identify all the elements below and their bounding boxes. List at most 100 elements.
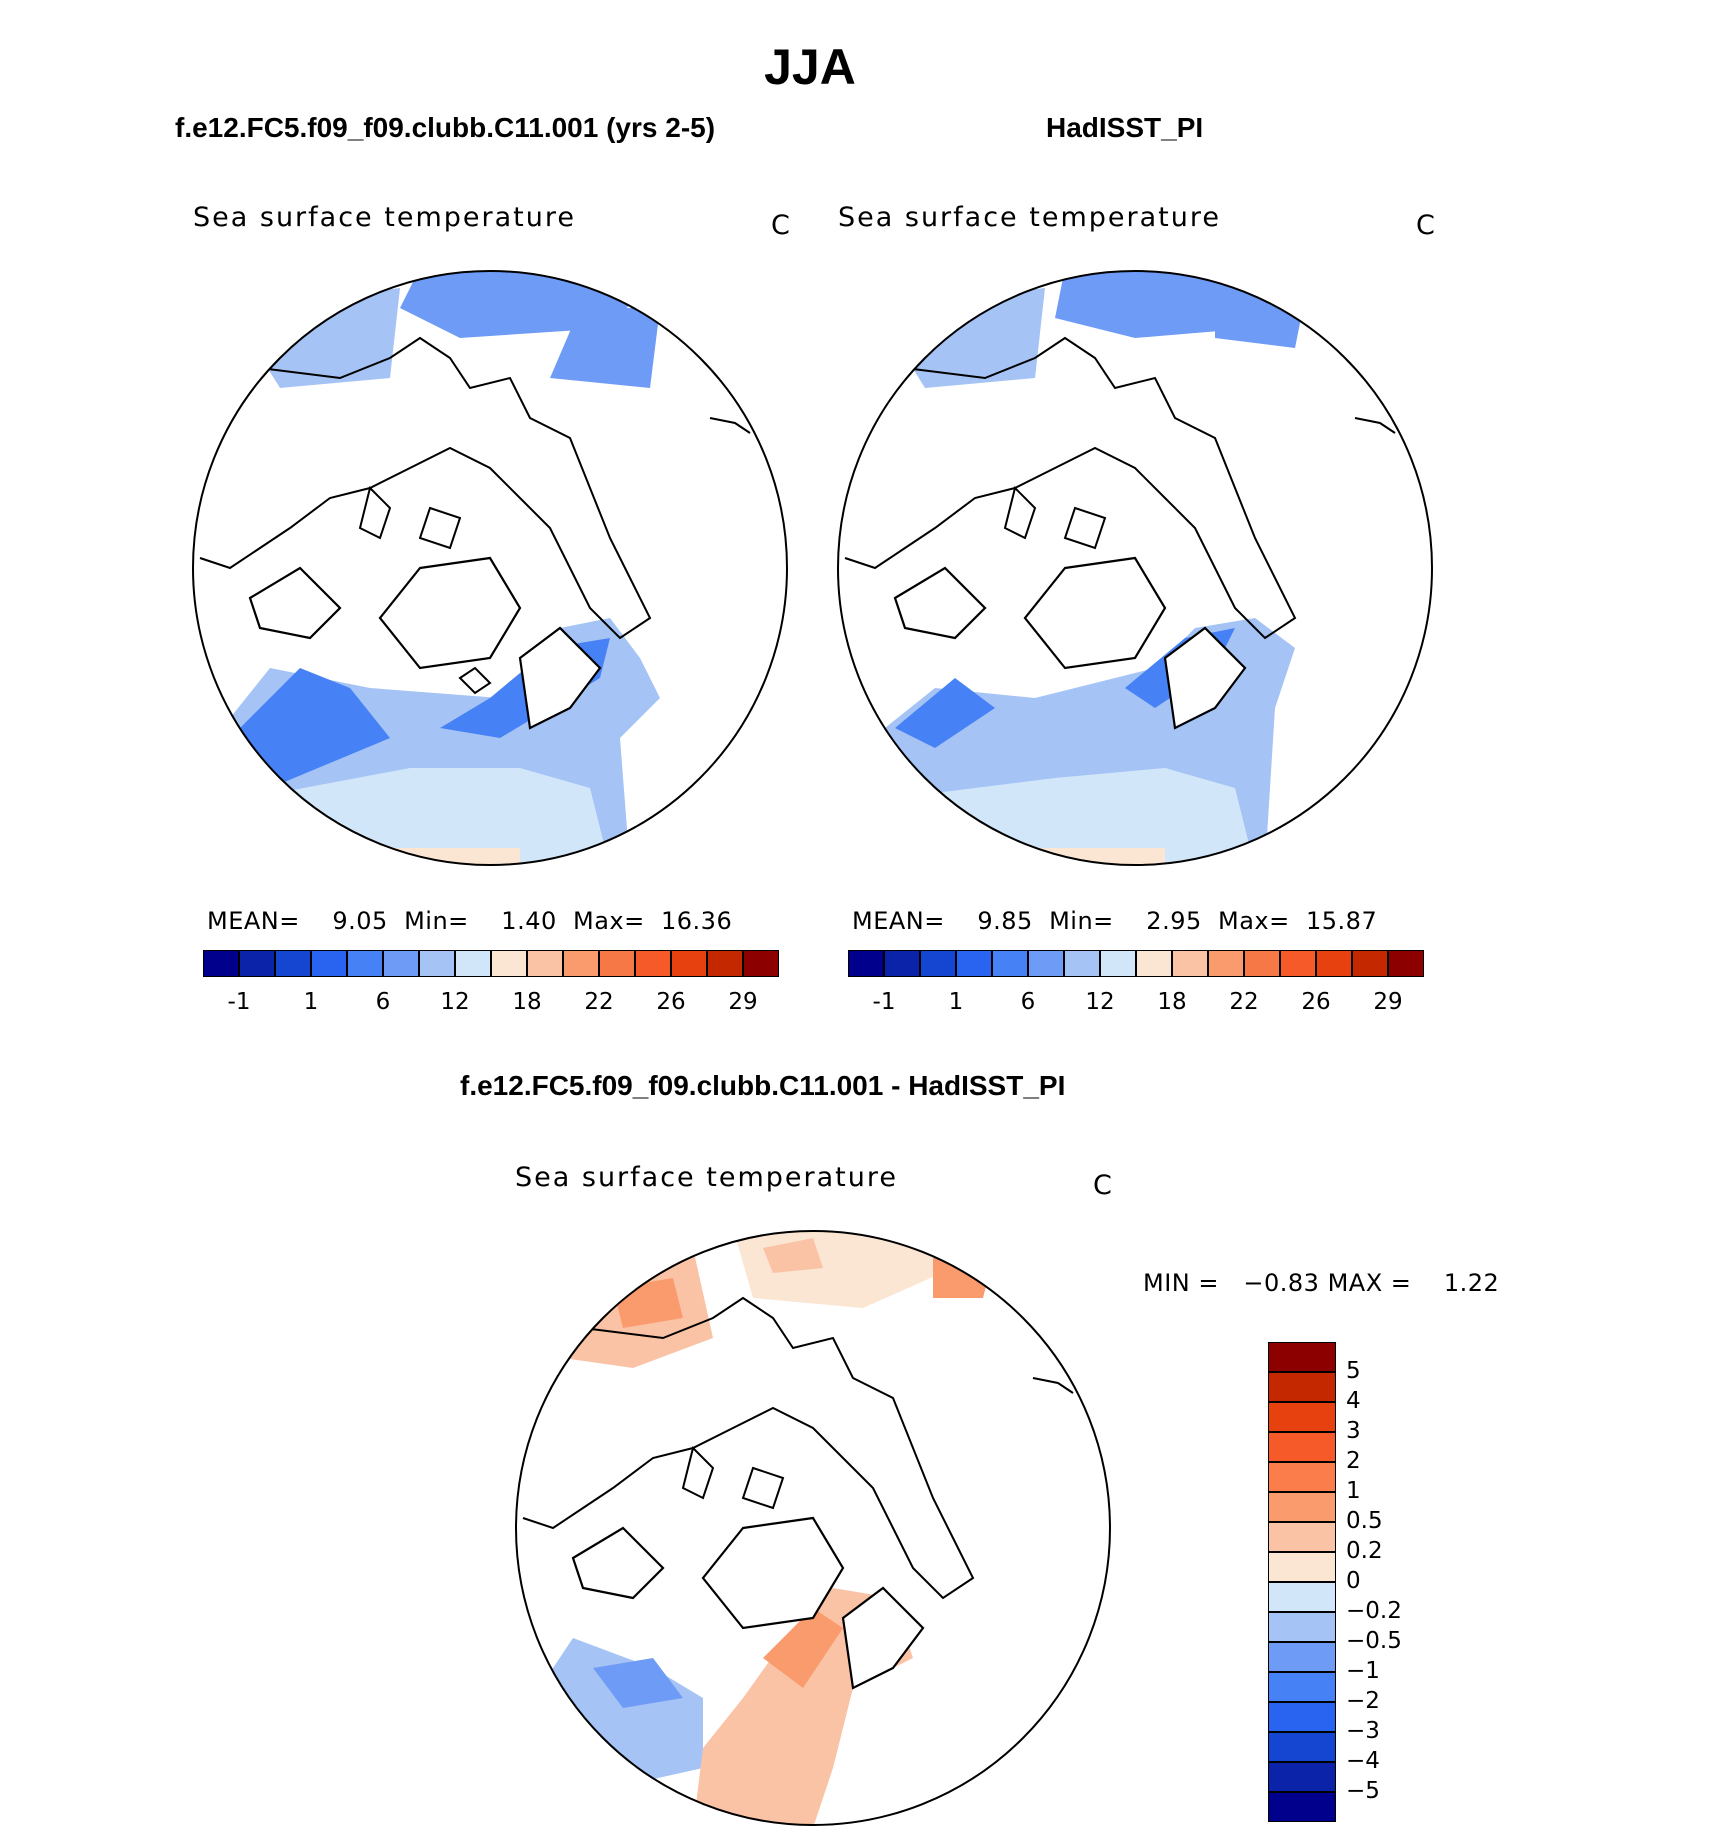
panel3-min-value: −0.83: [1243, 1269, 1320, 1297]
panel1-colorbar-box: [275, 950, 311, 977]
panel1-colorbar-box: [383, 950, 419, 977]
panel3-colorbar: 5 4 3 2 1 0.5 0.2 0 −0.2 −0.5 −1 −2 −3 −4 −5: [1268, 1342, 1428, 1824]
panel3-colorbar-tick-label: 0.5: [1346, 1508, 1383, 1534]
panel3-colorbar-tick-label: −0.2: [1346, 1598, 1402, 1624]
panel1-min-value: 1.40: [501, 907, 557, 935]
panel1-mean-value: 9.05: [332, 907, 388, 935]
panel3-colorbar-tick-label: 0: [1346, 1568, 1361, 1594]
panel2-colorbar-box: [1208, 950, 1244, 977]
panel2-colorbar: -1 1 6 12 18 22 26 29: [848, 950, 1426, 1030]
panel3-variable-label: Sea surface temperature: [515, 1162, 898, 1193]
panel2-colorbar-box: [1316, 950, 1352, 977]
panel2-colorbar-box: [1136, 950, 1172, 977]
panel3-colorbar-box: [1268, 1732, 1336, 1762]
panel2-min-label: Min=: [1049, 907, 1114, 935]
panel3-colorbar-tick-label: 3: [1346, 1418, 1361, 1444]
panel3-colorbar-box: [1268, 1702, 1336, 1732]
panel2-min-value: 2.95: [1146, 907, 1202, 935]
panel2-colorbar-box: [1064, 950, 1100, 977]
panel1-mean-label: MEAN=: [207, 907, 300, 935]
panel1-colorbar-box: [203, 950, 239, 977]
panel1-colorbar-box: [455, 950, 491, 977]
panel1-colorbar-tick-label: -1: [227, 989, 251, 1015]
panel3-colorbar-tick-label: −4: [1346, 1748, 1380, 1774]
panel3-colorbar-tick-label: −5: [1346, 1778, 1380, 1804]
panel2-colorbar-tick-label: 26: [1301, 989, 1331, 1015]
panel2-colorbar-tick-label: 6: [1020, 989, 1036, 1015]
panel1-title: f.e12.FC5.f09_f09.clubb.C11.001 (yrs 2-5…: [175, 112, 716, 143]
panel3-colorbar-box: [1268, 1582, 1336, 1612]
panel1-max-value: 16.36: [661, 907, 733, 935]
panel2-colorbar-box: [1172, 950, 1208, 977]
page-title: JJA: [764, 39, 856, 95]
panel1-colorbar-tick-label: 1: [303, 989, 319, 1015]
panel3-min-label: MIN =: [1143, 1269, 1219, 1297]
panel3-colorbar-tick-label: −1: [1346, 1658, 1380, 1684]
panel1-colorbar-box: [347, 950, 383, 977]
panel2-colorbar-box: [848, 950, 884, 977]
panel3-colorbar-tick-label: −2: [1346, 1688, 1380, 1714]
panel3-colorbar-tick-label: 1: [1346, 1478, 1361, 1504]
panel2-map: [837, 270, 1433, 866]
panel1-colorbar-box: [635, 950, 671, 977]
panel3-colorbar-box: [1268, 1762, 1336, 1792]
panel1-colorbar-box: [419, 950, 455, 977]
panel3-colorbar-box: [1268, 1462, 1336, 1492]
panel3-colorbar-box: [1268, 1792, 1336, 1822]
panel1-colorbar-tick-label: 6: [375, 989, 391, 1015]
panel2-max-value: 15.87: [1306, 907, 1378, 935]
panel1-colorbar-box: [743, 950, 779, 977]
panel3-colorbar-tick-label: 0.2: [1346, 1538, 1383, 1564]
panel2-colorbar-box: [884, 950, 920, 977]
panel2-colorbar-box: [1388, 950, 1424, 977]
panel3-colorbar-box: [1268, 1672, 1336, 1702]
panel3-colorbar-tick-label: −0.5: [1346, 1628, 1402, 1654]
panel1-stats: MEAN= 9.05 Min= 1.40 Max= 16.36: [207, 907, 732, 935]
panel1-max-label: Max=: [573, 907, 645, 935]
panel1-colorbar-box: [707, 950, 743, 977]
panel3-colorbar-tick-label: 2: [1346, 1448, 1361, 1474]
panel1-variable-label: Sea surface temperature: [193, 202, 576, 233]
panel1-units-label: C: [771, 210, 790, 241]
panel1-colorbar-tick-label: 29: [728, 989, 758, 1015]
panel2-units-label: C: [1416, 210, 1435, 241]
panel1-colorbar-box: [671, 950, 707, 977]
panel3-stats: MIN = −0.83 MAX = 1.22: [1143, 1269, 1499, 1297]
panel2-mean-value: 9.85: [977, 907, 1033, 935]
panel3-map: [515, 1230, 1111, 1826]
panel2-title: HadISST_PI: [1046, 112, 1204, 143]
panel3-colorbar-box: [1268, 1432, 1336, 1462]
panel2-colorbar-tick-label: 1: [948, 989, 964, 1015]
panel1-colorbar-box: [599, 950, 635, 977]
panel1-colorbar-tick-label: 12: [440, 989, 470, 1015]
panel3-colorbar-box: [1268, 1612, 1336, 1642]
panel1-colorbar-box: [491, 950, 527, 977]
panel2-colorbar-tick-label: -1: [872, 989, 896, 1015]
panel2-colorbar-tick-label: 12: [1085, 989, 1115, 1015]
panel1-colorbar-tick-label: 18: [512, 989, 542, 1015]
panel1-map: [192, 270, 788, 866]
panel3-colorbar-tick-label: 4: [1346, 1388, 1361, 1414]
panel2-colorbar-box: [1280, 950, 1316, 977]
panel2-colorbar-tick-label: 22: [1229, 989, 1259, 1015]
panel3-colorbar-box: [1268, 1642, 1336, 1672]
panel1-colorbar-box: [239, 950, 275, 977]
panel1-colorbar-tick-label: 26: [656, 989, 686, 1015]
panel2-colorbar-box: [1244, 950, 1280, 977]
panel2-variable-label: Sea surface temperature: [838, 202, 1221, 233]
panel3-colorbar-box: [1268, 1552, 1336, 1582]
panel3-colorbar-tick-label: −3: [1346, 1718, 1380, 1744]
panel1-colorbar: -1 1 6 12 18 22 26 29: [203, 950, 781, 1030]
panel2-colorbar-box: [1352, 950, 1388, 977]
panel2-colorbar-tick-label: 18: [1157, 989, 1187, 1015]
panel1-colorbar-box: [563, 950, 599, 977]
panel3-colorbar-box: [1268, 1492, 1336, 1522]
panel3-colorbar-tick-label: 5: [1346, 1358, 1361, 1384]
panel2-colorbar-box: [956, 950, 992, 977]
panel2-colorbar-box: [1028, 950, 1064, 977]
panel1-colorbar-box: [527, 950, 563, 977]
panel3-max-label: MAX =: [1327, 1269, 1412, 1297]
panel3-colorbar-box: [1268, 1342, 1336, 1372]
panel1-colorbar-tick-label: 22: [584, 989, 614, 1015]
panel3-colorbar-box: [1268, 1522, 1336, 1552]
